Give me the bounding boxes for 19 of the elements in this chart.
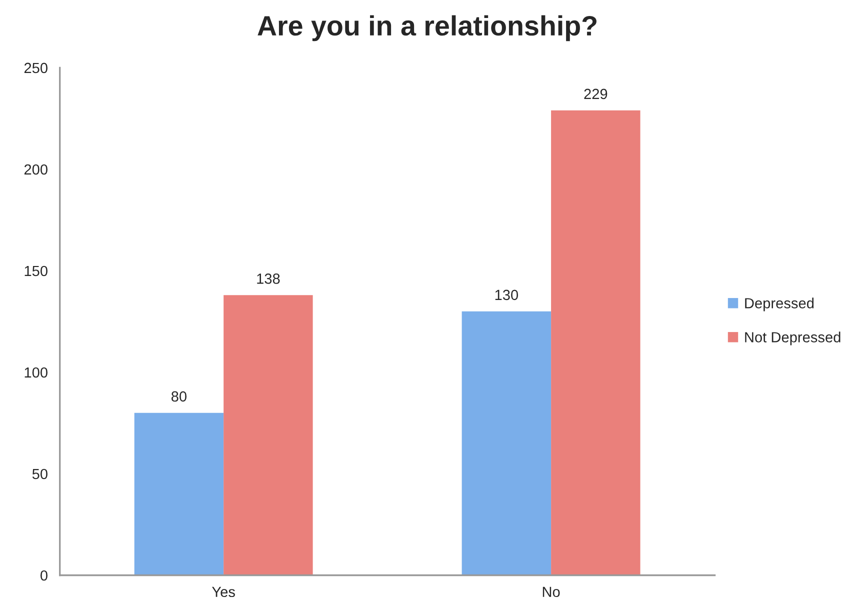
y-tick-label: 250 <box>24 62 48 74</box>
data-label: 229 <box>584 88 608 100</box>
bar <box>224 295 313 576</box>
legend-label: Not Depressed <box>745 332 840 346</box>
y-tick-label: 100 <box>24 367 48 378</box>
y-tick-label: 50 <box>32 468 48 480</box>
data-label: 130 <box>495 290 518 300</box>
data-label: 138 <box>257 274 280 284</box>
y-tick-label: 0 <box>40 570 48 581</box>
bar <box>462 311 552 576</box>
data-label: 80 <box>171 391 187 402</box>
x-tick-label: Yes <box>212 586 235 598</box>
x-tick-label: No <box>542 586 560 598</box>
bar <box>134 412 224 576</box>
legend-label: Depressed <box>745 298 814 312</box>
y-tick-label: 200 <box>24 164 48 175</box>
chart-title: Are you in a relationship? <box>258 15 596 42</box>
y-tick-label: 150 <box>24 266 48 276</box>
bar <box>551 110 640 576</box>
